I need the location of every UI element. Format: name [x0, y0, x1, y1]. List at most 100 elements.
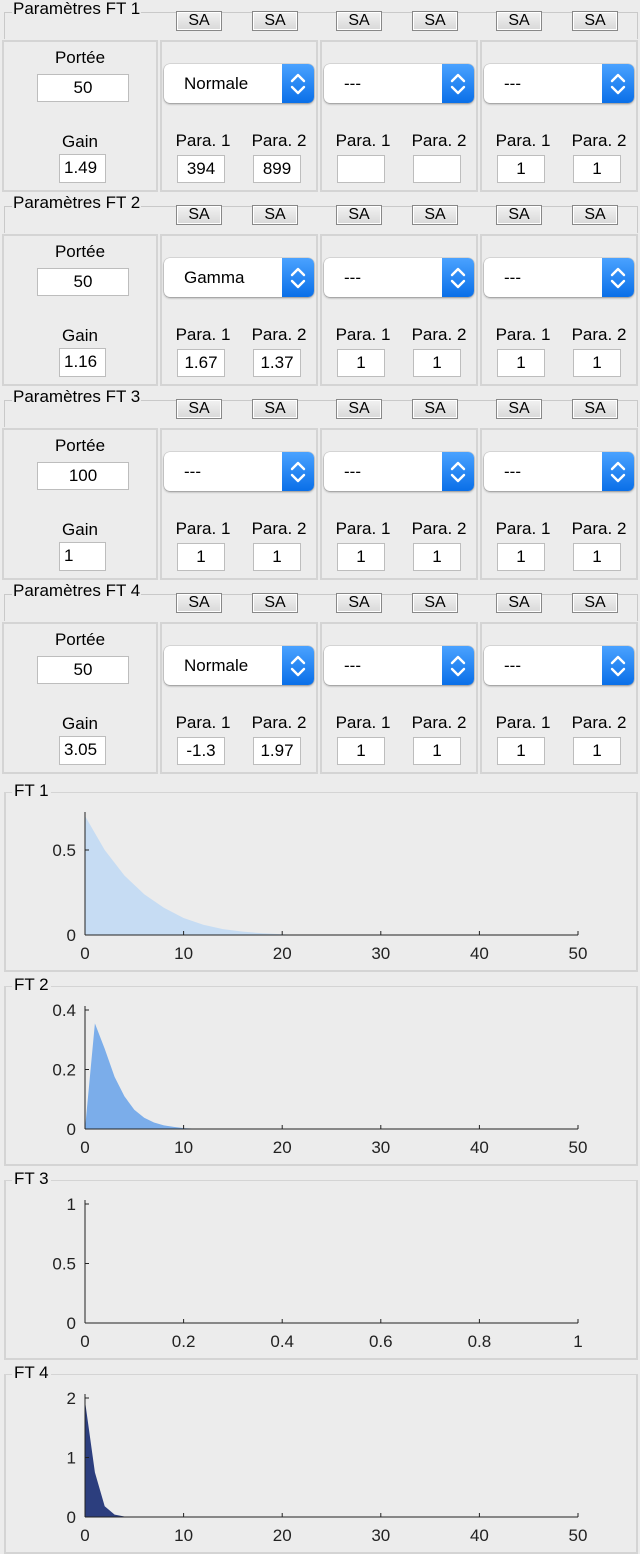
distribution-select[interactable]: ---	[164, 452, 314, 491]
para2-input[interactable]: 1	[253, 543, 301, 571]
chevron-updown-icon[interactable]	[602, 64, 634, 103]
chevron-updown-icon[interactable]	[602, 452, 634, 491]
sa-button[interactable]: SA	[252, 11, 298, 31]
distribution-select[interactable]: ---	[484, 64, 634, 103]
x-tick-label: 30	[371, 1138, 390, 1157]
sa-button[interactable]: SA	[412, 205, 458, 225]
para1-input[interactable]: -1.3	[177, 737, 225, 765]
para1-input[interactable]: 1	[497, 349, 545, 377]
sa-button[interactable]: SA	[572, 399, 618, 419]
sa-button[interactable]: SA	[496, 593, 542, 613]
ft-plot-1: FT 1 0 10 20 30 40 50 0 0.5	[0, 782, 640, 972]
chevron-updown-icon[interactable]	[442, 452, 474, 491]
plot-frame	[4, 1374, 638, 1554]
sa-button[interactable]: SA	[496, 399, 542, 419]
para2-input[interactable]: 1	[573, 349, 621, 377]
para1-input[interactable]: 1.67	[177, 349, 225, 377]
distribution-select[interactable]: ---	[324, 646, 474, 685]
para1-input[interactable]: 1	[337, 737, 385, 765]
para2-input[interactable]: 1	[413, 349, 461, 377]
chevron-updown-icon[interactable]	[442, 646, 474, 685]
distribution-select[interactable]: Normale	[164, 64, 314, 103]
gain-input[interactable]: 1.16	[59, 348, 106, 377]
x-tick-label: 0.4	[270, 1332, 294, 1351]
chevron-updown-icon[interactable]	[282, 258, 314, 297]
para2-input[interactable]: 1	[413, 737, 461, 765]
para1-input[interactable]: 1	[497, 155, 545, 183]
sa-button[interactable]: SA	[496, 205, 542, 225]
para2-input[interactable]: 1.97	[253, 737, 301, 765]
distribution-select[interactable]: ---	[484, 452, 634, 491]
sa-button[interactable]: SA	[252, 399, 298, 419]
para2-input[interactable]: 1	[573, 155, 621, 183]
para2-input[interactable]: 1	[573, 737, 621, 765]
sa-button[interactable]: SA	[176, 11, 222, 31]
sa-button[interactable]: SA	[336, 11, 382, 31]
chevron-updown-icon[interactable]	[602, 646, 634, 685]
para2-label: Para. 2	[411, 713, 467, 732]
plot-title: FT 3	[12, 1169, 51, 1188]
distribution-select[interactable]: ---	[484, 646, 634, 685]
distribution-selected-value: Normale	[184, 656, 249, 675]
sa-button[interactable]: SA	[496, 11, 542, 31]
chevron-updown-icon[interactable]	[282, 452, 314, 491]
area-series	[85, 1401, 578, 1517]
para1-input[interactable]: 1	[337, 543, 385, 571]
portee-input[interactable]: 50	[37, 74, 129, 102]
para1-input[interactable]	[337, 155, 385, 183]
sa-button[interactable]: SA	[176, 205, 222, 225]
para2-input[interactable]: 1	[573, 543, 621, 571]
distribution-select[interactable]: Normale	[164, 646, 314, 685]
x-tick-label: 0	[80, 944, 89, 963]
distribution-select[interactable]: Gamma	[164, 258, 314, 297]
sa-button[interactable]: SA	[252, 593, 298, 613]
para1-input[interactable]: 1	[497, 543, 545, 571]
chevron-updown-icon[interactable]	[282, 646, 314, 685]
sa-button[interactable]: SA	[336, 399, 382, 419]
gain-input[interactable]: 3.05	[59, 736, 106, 765]
gain-input[interactable]: 1.49	[59, 154, 106, 183]
y-tick-label: 0	[67, 1508, 76, 1527]
y-tick-label: 0.2	[52, 1061, 76, 1080]
distribution-select[interactable]: ---	[324, 258, 474, 297]
x-tick-label: 30	[371, 1526, 390, 1545]
sa-button[interactable]: SA	[572, 11, 618, 31]
portee-input[interactable]: 50	[37, 656, 129, 684]
sa-button[interactable]: SA	[252, 205, 298, 225]
sa-button[interactable]: SA	[176, 399, 222, 419]
distribution-select[interactable]: ---	[324, 64, 474, 103]
x-tick-label: 40	[470, 1526, 489, 1545]
para1-input[interactable]: 1	[497, 737, 545, 765]
sa-button[interactable]: SA	[572, 593, 618, 613]
sa-button[interactable]: SA	[412, 11, 458, 31]
para1-input[interactable]: 394	[177, 155, 225, 183]
para2-input[interactable]: 1.37	[253, 349, 301, 377]
sa-button[interactable]: SA	[572, 205, 618, 225]
sa-button[interactable]: SA	[412, 399, 458, 419]
sa-button[interactable]: SA	[176, 593, 222, 613]
portee-input[interactable]: 100	[37, 462, 129, 490]
para1-input[interactable]: 1	[337, 349, 385, 377]
distribution-select[interactable]: ---	[324, 452, 474, 491]
para2-input[interactable]: 1	[413, 543, 461, 571]
chevron-updown-icon[interactable]	[602, 258, 634, 297]
sa-button[interactable]: SA	[336, 205, 382, 225]
x-tick-label: 50	[569, 1526, 588, 1545]
distribution-selected-value: ---	[344, 74, 361, 93]
area-series	[85, 816, 578, 935]
panel-border	[4, 12, 638, 39]
para2-label: Para. 2	[251, 325, 307, 344]
distribution-select[interactable]: ---	[484, 258, 634, 297]
chevron-updown-icon[interactable]	[282, 64, 314, 103]
sa-button[interactable]: SA	[412, 593, 458, 613]
gain-label: Gain	[62, 520, 98, 539]
chevron-updown-icon[interactable]	[442, 64, 474, 103]
portee-input[interactable]: 50	[37, 268, 129, 296]
chevron-updown-icon[interactable]	[442, 258, 474, 297]
para2-input[interactable]	[413, 155, 461, 183]
para2-input[interactable]: 899	[253, 155, 301, 183]
gain-input[interactable]: 1	[59, 542, 106, 571]
sa-button[interactable]: SA	[336, 593, 382, 613]
para2-label: Para. 2	[411, 519, 467, 538]
para1-input[interactable]: 1	[177, 543, 225, 571]
